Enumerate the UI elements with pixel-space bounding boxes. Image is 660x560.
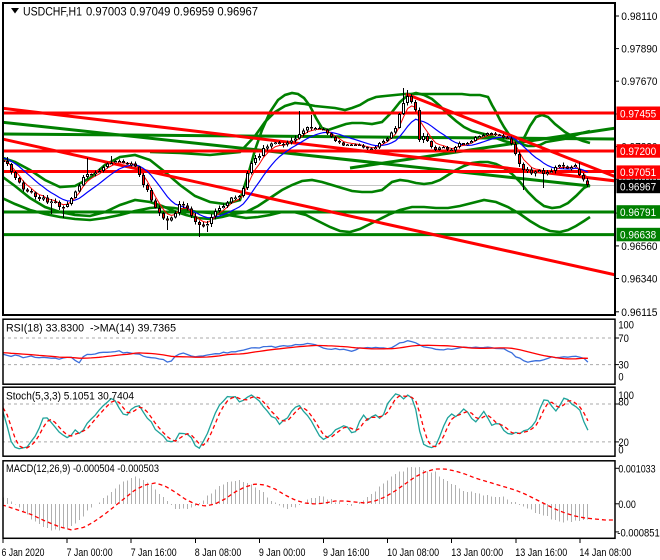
svg-text:14 Jan 08:00: 14 Jan 08:00 <box>579 547 631 559</box>
svg-text:7 Jan 00:00: 7 Jan 00:00 <box>67 547 113 559</box>
svg-text:8 Jan 08:00: 8 Jan 08:00 <box>195 547 242 559</box>
svg-text:0.98110: 0.98110 <box>621 11 657 23</box>
svg-text:9 Jan 16:00: 9 Jan 16:00 <box>323 547 370 559</box>
svg-text:0.00: 0.00 <box>618 499 635 511</box>
svg-text:7 Jan 16:00: 7 Jan 16:00 <box>131 547 177 559</box>
svg-text:0.001033: 0.001033 <box>618 463 655 475</box>
svg-text:0.97051: 0.97051 <box>620 167 656 179</box>
svg-text:13 Jan 16:00: 13 Jan 16:00 <box>515 547 567 559</box>
svg-text:100: 100 <box>618 390 634 402</box>
svg-text:0.96115: 0.96115 <box>621 307 657 319</box>
svg-text:13 Jan 00:00: 13 Jan 00:00 <box>451 547 503 559</box>
svg-text:0.97455: 0.97455 <box>620 108 656 120</box>
svg-text:0.97890: 0.97890 <box>621 44 657 56</box>
svg-text:0.96340: 0.96340 <box>621 274 657 286</box>
svg-text:0: 0 <box>618 444 623 456</box>
svg-text:100: 100 <box>618 320 634 332</box>
svg-text:RSI(18) 33.8300 ->MA(14) 39.7: RSI(18) 33.8300 ->MA(14) 39.7365 <box>6 323 176 335</box>
svg-text:70: 70 <box>618 333 629 345</box>
svg-text:0.97003 0.97049 0.96959 0.9696: 0.97003 0.97049 0.96959 0.96967 <box>86 7 258 19</box>
svg-text:0: 0 <box>618 372 623 384</box>
svg-text:0.97200: 0.97200 <box>620 146 656 158</box>
svg-text:9 Jan 00:00: 9 Jan 00:00 <box>259 547 306 559</box>
svg-text:30: 30 <box>618 359 629 371</box>
svg-text:6 Jan 2020: 6 Jan 2020 <box>2 547 45 559</box>
svg-text:0.97670: 0.97670 <box>621 76 657 88</box>
svg-text:0.96967: 0.96967 <box>620 181 656 193</box>
svg-text:80: 80 <box>618 397 629 409</box>
svg-text:0.96560: 0.96560 <box>621 241 657 253</box>
svg-text:0.96638: 0.96638 <box>620 230 656 242</box>
svg-text:0.96791: 0.96791 <box>620 207 656 219</box>
svg-text:20: 20 <box>618 437 629 449</box>
svg-text:10 Jan 08:00: 10 Jan 08:00 <box>387 547 439 559</box>
svg-text:-0.000851: -0.000851 <box>617 528 660 540</box>
svg-text:USDCHF,H1: USDCHF,H1 <box>23 7 82 19</box>
svg-text:MACD(12,26,9) -0.000504 -0.000: MACD(12,26,9) -0.000504 -0.000503 <box>6 463 159 475</box>
svg-text:Stoch(5,3,3) 5.1051 30.7404: Stoch(5,3,3) 5.1051 30.7404 <box>6 391 134 403</box>
